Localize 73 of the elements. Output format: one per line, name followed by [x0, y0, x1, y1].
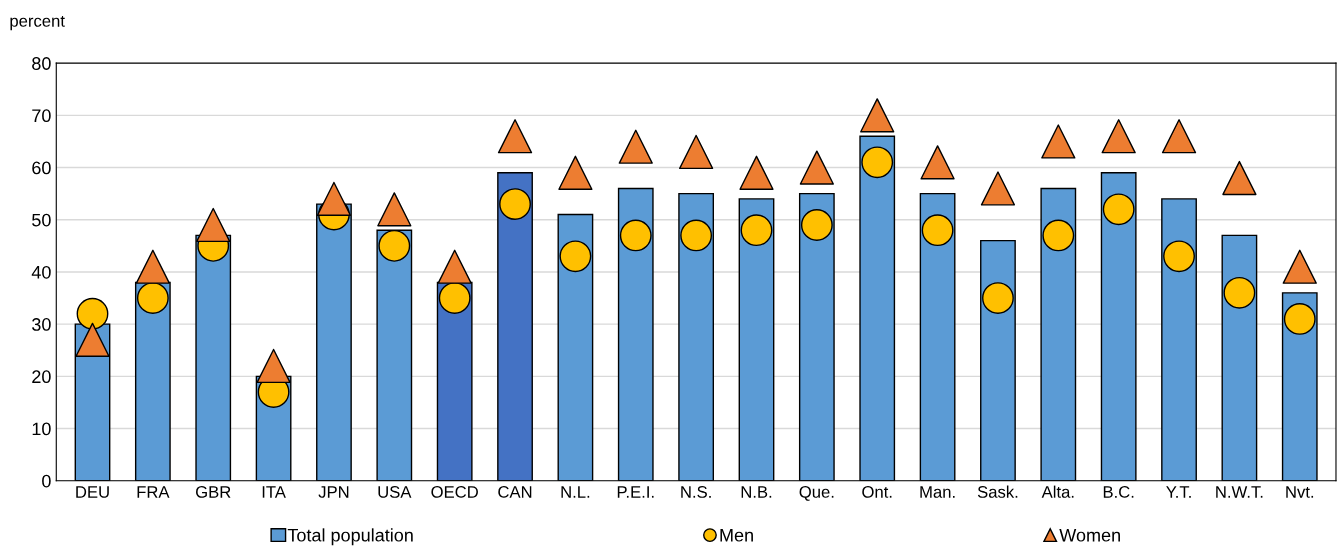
legend-label: Men — [720, 528, 753, 542]
point — [256, 348, 291, 384]
point — [136, 282, 169, 314]
point — [1283, 303, 1316, 335]
x-tick-label: Man. — [920, 486, 955, 498]
point — [860, 98, 895, 133]
point — [920, 145, 955, 180]
x-tick-label: Que. — [799, 486, 834, 501]
point — [739, 155, 774, 190]
point — [1161, 119, 1197, 154]
point — [377, 192, 412, 227]
y-tick-label: 10 — [32, 422, 51, 436]
legend-label: Women — [1059, 528, 1120, 542]
x-tick-label: ITA — [262, 486, 286, 498]
legend-label: Total population — [287, 528, 413, 546]
point — [1102, 193, 1135, 226]
x-tick-label: Ont. — [862, 486, 892, 498]
point — [378, 229, 411, 262]
x-tick-label: OECD — [431, 486, 478, 498]
point — [982, 282, 1014, 314]
x-tick-label: N.S. — [681, 486, 711, 498]
point — [558, 155, 593, 190]
x-tick-label: DEU — [76, 486, 109, 498]
x-tick-label: Sask. — [977, 485, 1018, 498]
x-tick-label: CAN — [498, 486, 532, 498]
point — [800, 209, 833, 241]
point — [559, 240, 592, 273]
point — [437, 249, 472, 284]
point — [76, 297, 109, 330]
point — [1222, 160, 1257, 196]
y-tick-label: 20 — [32, 370, 51, 384]
y-tick-label: 40 — [31, 265, 51, 279]
point — [438, 282, 471, 314]
x-tick-label: N.W.T. — [1216, 486, 1263, 498]
x-tick-label: N.B. — [741, 486, 772, 498]
x-tick-label: P.E.I. — [617, 486, 654, 498]
point — [1282, 249, 1317, 284]
point — [980, 171, 1016, 206]
point — [680, 219, 713, 252]
y-tick-label: 50 — [32, 213, 51, 227]
point — [740, 214, 773, 247]
x-tick-label: JPN — [318, 486, 349, 498]
point — [1041, 124, 1076, 159]
point — [1223, 276, 1256, 309]
point — [619, 219, 652, 252]
x-tick-label: Y.T. — [1166, 486, 1191, 498]
point — [75, 322, 110, 357]
x-tick-label: GBR — [196, 486, 231, 498]
y-tick-label: 60 — [32, 161, 51, 175]
y-tick-label: 0 — [42, 474, 51, 488]
point — [921, 214, 954, 247]
point — [679, 134, 714, 170]
point — [499, 188, 531, 221]
point — [1042, 219, 1075, 252]
point — [1101, 119, 1136, 154]
y-axis-title: percent — [10, 15, 65, 31]
y-tick-label: 30 — [32, 318, 51, 331]
x-tick-label: USA — [378, 486, 412, 498]
x-tick-label: FRA — [137, 486, 170, 498]
y-tick-label: 70 — [32, 109, 51, 123]
point — [799, 150, 834, 185]
x-tick-label: Nvt. — [1286, 486, 1314, 498]
point — [497, 119, 533, 154]
point — [1163, 240, 1195, 273]
point — [861, 146, 894, 179]
x-tick-label: N.L. — [561, 486, 590, 498]
point — [316, 181, 352, 217]
x-tick-label: Alta. — [1041, 485, 1074, 498]
point — [196, 207, 231, 243]
y-tick-label: 80 — [32, 57, 51, 70]
point — [618, 129, 653, 164]
point — [135, 249, 170, 284]
x-tick-label: B.C. — [1103, 486, 1134, 498]
